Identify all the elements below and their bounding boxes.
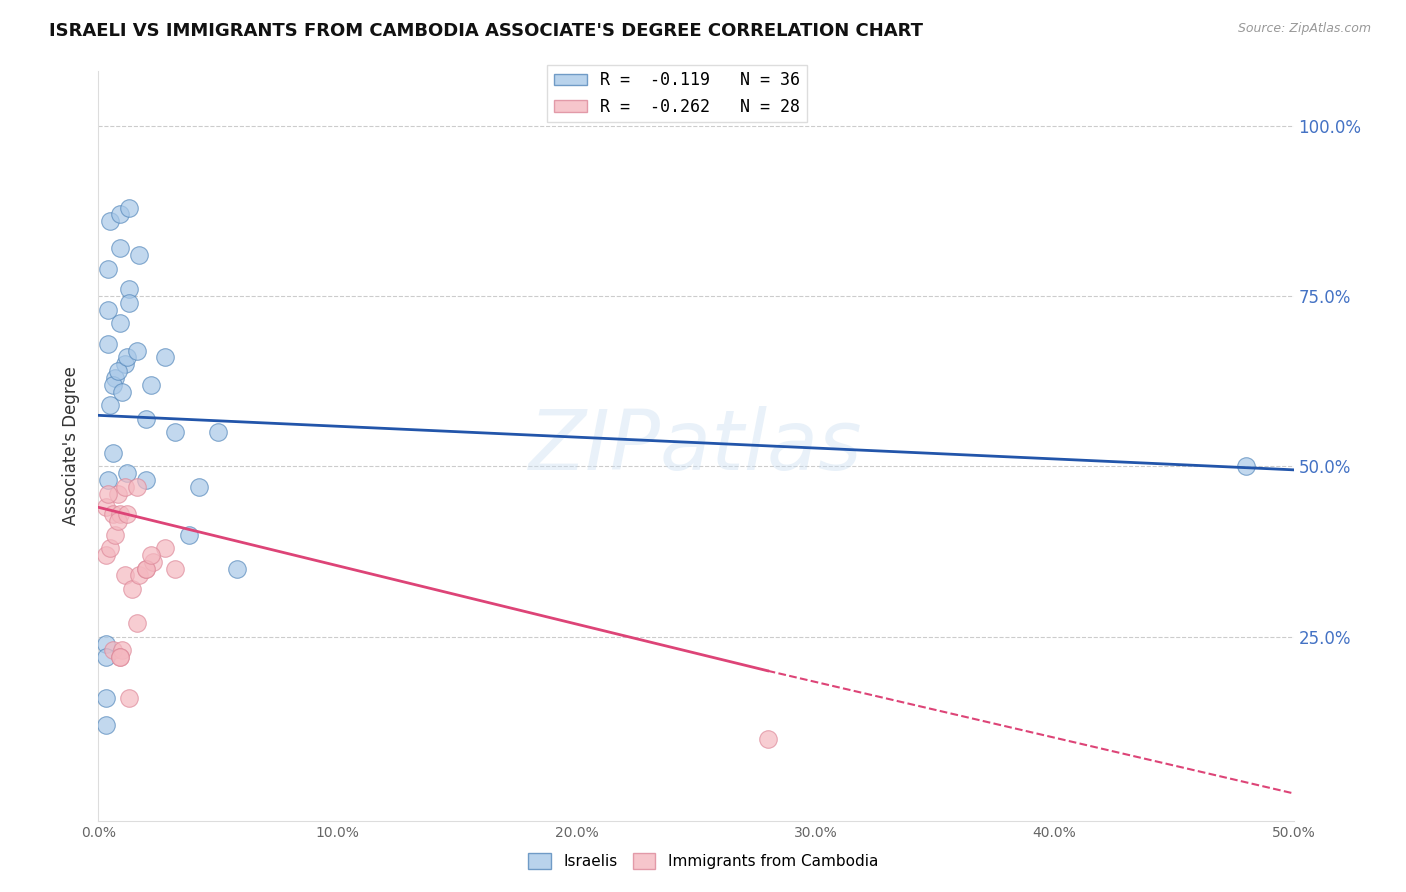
- Point: [108, 317, 131, 331]
- Point: [101, 507, 124, 521]
- Point: [104, 371, 127, 385]
- Point: [139, 548, 162, 562]
- Point: [118, 691, 141, 706]
- Point: [1234, 459, 1257, 474]
- Point: [163, 561, 186, 575]
- Point: [94, 548, 117, 562]
- Point: [98, 398, 122, 412]
- Point: [97, 261, 120, 276]
- Point: [94, 636, 117, 650]
- Point: [135, 411, 157, 425]
- Point: [107, 514, 129, 528]
- Point: [114, 568, 136, 582]
- Point: [94, 650, 117, 665]
- Point: [128, 248, 150, 262]
- Point: [125, 343, 148, 358]
- Point: [155, 351, 177, 365]
- Point: [114, 357, 136, 371]
- Point: [125, 616, 148, 631]
- Point: [97, 336, 120, 351]
- Point: [118, 296, 141, 310]
- Point: [94, 718, 117, 732]
- Point: [94, 500, 117, 515]
- Point: [94, 691, 117, 706]
- Point: [97, 473, 120, 487]
- Point: [108, 650, 131, 665]
- Point: [756, 731, 779, 746]
- Text: ZIPatlas: ZIPatlas: [529, 406, 863, 486]
- Point: [101, 377, 124, 392]
- Point: [115, 507, 138, 521]
- Point: [97, 302, 120, 317]
- Point: [121, 582, 143, 596]
- Point: [179, 527, 201, 541]
- Point: [97, 486, 120, 500]
- Legend: R =  -0.119   N = 36, R =  -0.262   N = 28: R = -0.119 N = 36, R = -0.262 N = 28: [547, 65, 807, 122]
- Y-axis label: Associate's Degree: Associate's Degree: [62, 367, 80, 525]
- Point: [135, 473, 157, 487]
- Point: [114, 480, 136, 494]
- Point: [108, 650, 131, 665]
- Point: [111, 643, 134, 657]
- Point: [187, 480, 209, 494]
- Point: [125, 480, 148, 494]
- Point: [118, 201, 141, 215]
- Point: [98, 214, 122, 228]
- Point: [226, 561, 249, 575]
- Point: [101, 643, 124, 657]
- Point: [135, 561, 157, 575]
- Text: ISRAELI VS IMMIGRANTS FROM CAMBODIA ASSOCIATE'S DEGREE CORRELATION CHART: ISRAELI VS IMMIGRANTS FROM CAMBODIA ASSO…: [49, 22, 924, 40]
- Point: [115, 351, 138, 365]
- Point: [139, 377, 162, 392]
- Legend: Israelis, Immigrants from Cambodia: Israelis, Immigrants from Cambodia: [522, 847, 884, 875]
- Point: [115, 467, 138, 481]
- Point: [155, 541, 177, 556]
- Text: Source: ZipAtlas.com: Source: ZipAtlas.com: [1237, 22, 1371, 36]
- Point: [118, 282, 141, 296]
- Point: [135, 561, 157, 575]
- Point: [108, 242, 131, 256]
- Point: [101, 446, 124, 460]
- Point: [108, 207, 131, 221]
- Point: [107, 364, 129, 378]
- Point: [111, 384, 134, 399]
- Point: [207, 425, 229, 440]
- Point: [108, 507, 131, 521]
- Point: [142, 555, 165, 569]
- Point: [128, 568, 150, 582]
- Point: [98, 541, 122, 556]
- Point: [163, 425, 186, 440]
- Point: [107, 486, 129, 500]
- Point: [104, 527, 127, 541]
